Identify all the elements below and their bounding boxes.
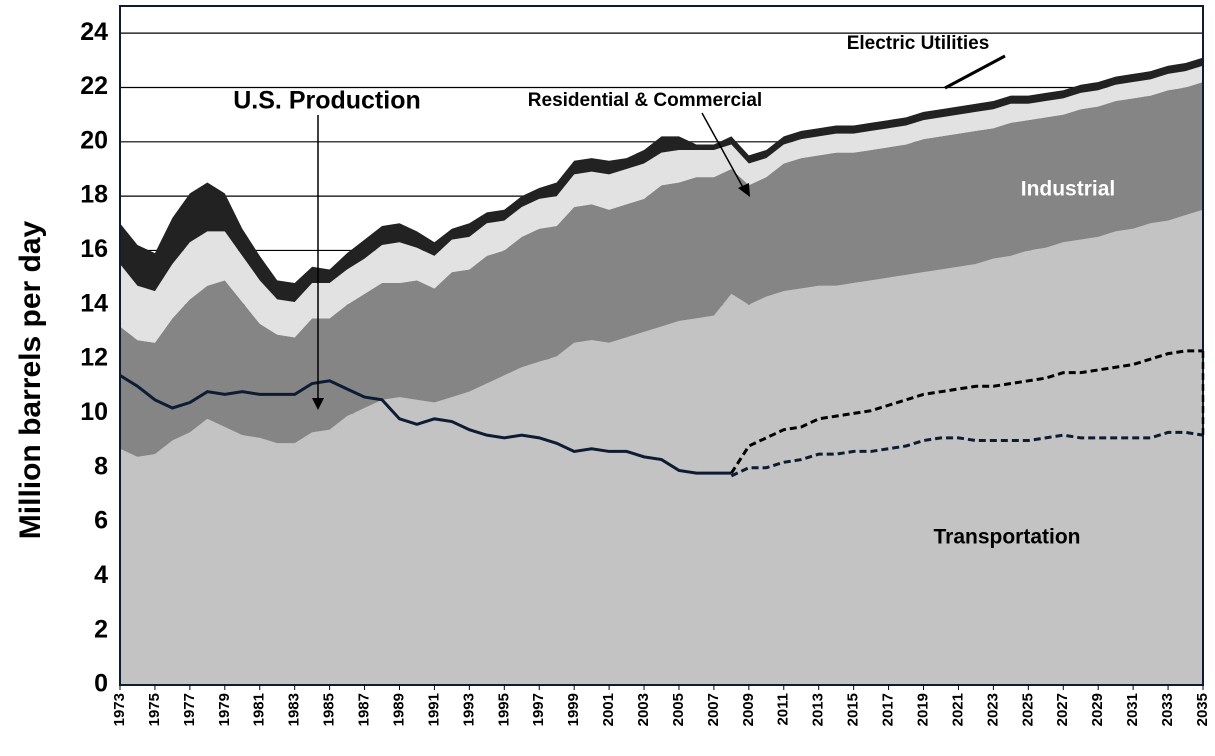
x-tick-label: 2023 [984, 693, 1001, 726]
x-tick-label: 1985 [321, 693, 338, 726]
x-tick-label: 1983 [286, 693, 303, 726]
area [120, 57, 1203, 303]
arrow [944, 54, 1006, 90]
x-tick-label: 2009 [740, 693, 757, 726]
arrow-head [738, 183, 750, 197]
y-tick-label: 8 [94, 452, 108, 480]
y-tick-label: 24 [80, 18, 108, 46]
x-tick-label: 1993 [460, 693, 477, 726]
x-tick-label: 2011 [775, 693, 792, 726]
x-tick-label: 1979 [216, 693, 233, 726]
y-tick-label: 14 [80, 289, 108, 317]
y-tick-label: 20 [80, 126, 108, 154]
y-tick-label: 16 [80, 235, 108, 263]
area [120, 82, 1203, 457]
x-tick-label: 1977 [181, 693, 198, 726]
y-axis-label: Million barrels per day [14, 220, 47, 539]
arrow-head [312, 398, 324, 410]
plot-frame [119, 5, 1204, 686]
x-tick-label: 1981 [251, 693, 268, 726]
area [120, 65, 1203, 343]
x-tick-label: 2017 [880, 693, 897, 726]
line [119, 374, 732, 475]
x-tick-label: 1987 [356, 693, 373, 726]
x-tick-label: 2005 [670, 693, 687, 726]
series-label: Transportation [933, 526, 1080, 549]
x-tick-label: 1973 [111, 693, 128, 726]
y-tick-label: 2 [94, 615, 108, 643]
y-tick-label: 18 [80, 181, 108, 209]
series-label: Residential & Commercial [528, 90, 762, 111]
areas [120, 57, 1203, 685]
line [730, 430, 1204, 478]
x-tick-label: 1975 [146, 693, 163, 726]
x-tick-label: 1999 [565, 693, 582, 726]
x-tick-label: 1997 [530, 693, 547, 726]
x-tick-label: 2027 [1054, 693, 1071, 726]
line-label: U.S. Production [233, 87, 421, 115]
x-tick-label: 2003 [635, 693, 652, 726]
y-tick-label: 10 [80, 398, 108, 426]
y-tick-label: 6 [94, 507, 108, 535]
area [120, 209, 1203, 685]
series-label: Electric Utilities [847, 33, 990, 54]
x-tick-label: 2021 [949, 693, 966, 726]
x-tick-label: 1995 [495, 693, 512, 726]
x-tick-label: 1991 [425, 693, 442, 726]
series-label: Industrial [1021, 178, 1116, 201]
x-tick-label: 2033 [1159, 693, 1176, 726]
x-tick-label: 2007 [705, 693, 722, 726]
x-tick-label: 2013 [810, 693, 827, 726]
x-tick-label: 2031 [1124, 693, 1141, 726]
x-tick-label: 2029 [1089, 693, 1106, 726]
line [730, 349, 1203, 474]
y-tick-label: 4 [94, 561, 108, 589]
x-tick-label: 2025 [1019, 693, 1036, 726]
x-tick-label: 2035 [1194, 693, 1211, 726]
x-tick-label: 2019 [914, 693, 931, 726]
arrow [701, 112, 746, 192]
lines [119, 349, 1204, 478]
x-tick-label: 1989 [390, 693, 407, 726]
x-tick-label: 2001 [600, 693, 617, 726]
y-tick-label: 0 [94, 670, 108, 698]
y-tick-label: 22 [80, 72, 108, 100]
x-tick-label: 2015 [845, 693, 862, 726]
labels: Transportation Industrial Residential & Co… [233, 33, 1115, 549]
y-tick-label: 12 [80, 344, 108, 372]
